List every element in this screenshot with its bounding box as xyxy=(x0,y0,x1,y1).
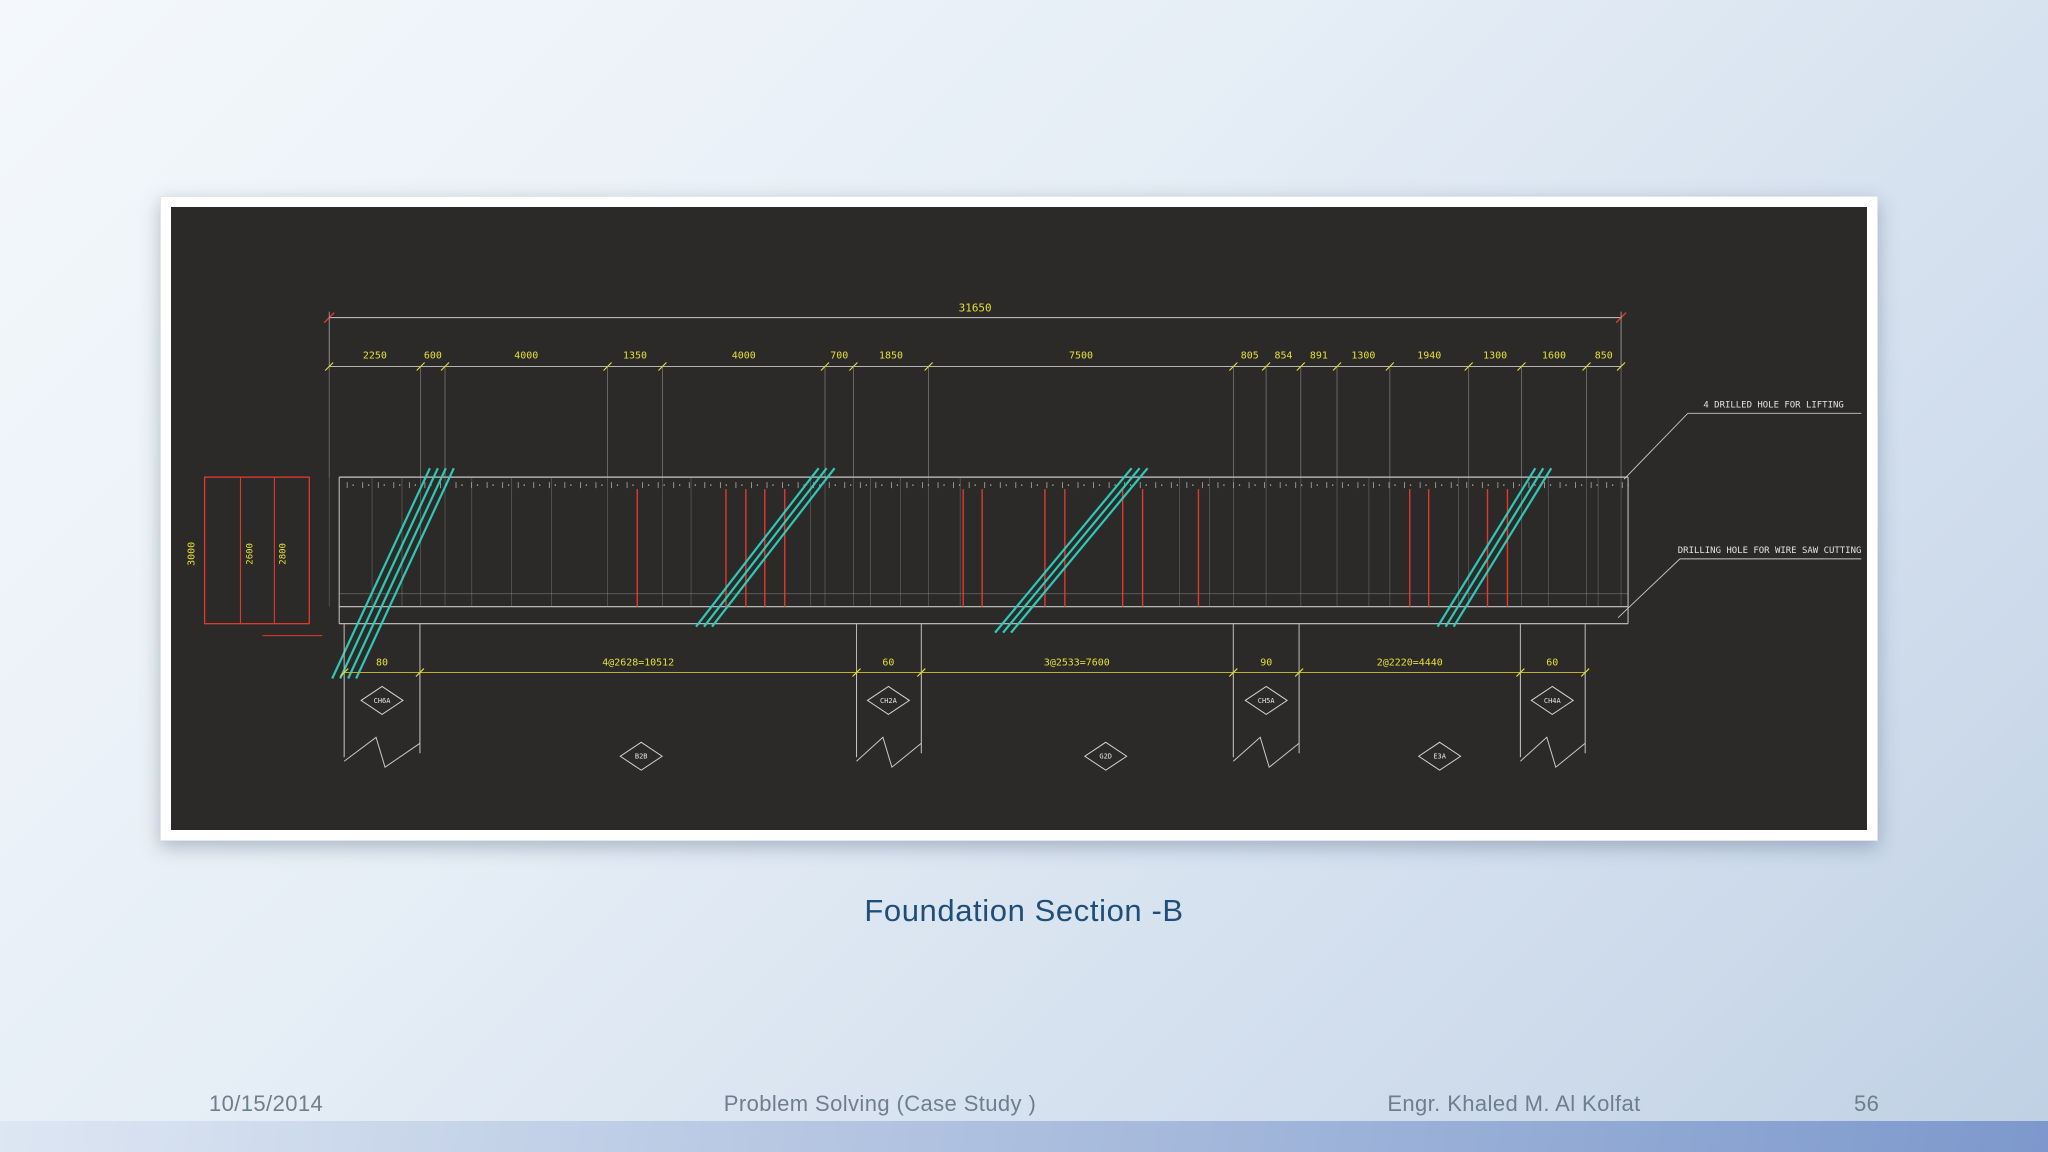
bottom-accent-band xyxy=(0,1121,2048,1152)
hatch-line xyxy=(711,467,836,628)
reference-diamond: CH2A xyxy=(866,685,911,715)
slide-caption: Foundation Section -B xyxy=(864,893,1184,928)
dim-label: 700 xyxy=(830,351,848,362)
reference-diamond: E3A xyxy=(1417,741,1462,771)
dim-tick xyxy=(1294,668,1304,677)
dim-tick xyxy=(415,668,425,677)
dim-label: 850 xyxy=(1595,351,1613,362)
leader-line xyxy=(1617,558,1681,619)
footer-date: 10/15/2014 xyxy=(209,1091,324,1116)
dim-label: 854 xyxy=(1274,351,1292,362)
diamond-label: CH4A xyxy=(1544,697,1562,705)
dim-tick xyxy=(1228,668,1238,677)
bottom-dim-label: 60 xyxy=(1546,658,1558,669)
diamond-label: CH5A xyxy=(1258,697,1276,705)
dim-label: 891 xyxy=(1310,351,1328,362)
break-symbol xyxy=(1232,736,1300,769)
hatch-line xyxy=(1436,467,1537,628)
hatch-line xyxy=(1444,467,1545,628)
reference-diamond: CH4A xyxy=(1530,685,1575,715)
supports xyxy=(343,623,1586,769)
hatch-line xyxy=(1010,467,1149,634)
bottom-dim-label: 90 xyxy=(1260,658,1272,669)
dim-tick xyxy=(1515,668,1525,677)
dim-label: 1850 xyxy=(879,351,903,362)
diamond-label: B2B xyxy=(635,753,648,761)
left-dim-label: 2600 xyxy=(245,543,255,565)
dim-label: 805 xyxy=(1241,351,1259,362)
dim-label: 4000 xyxy=(514,351,538,362)
hatch-line xyxy=(695,467,820,628)
dim-label: 1940 xyxy=(1417,351,1441,362)
leader-notes: 4 DRILLED HOLE FOR LIFTING DRILLING HOLE … xyxy=(1617,400,1862,619)
red-detail-box xyxy=(203,476,310,625)
bottom-dim-label: 4@2628=10512 xyxy=(602,658,674,669)
dim-label: 1600 xyxy=(1542,351,1566,362)
reference-diamond: B2B xyxy=(619,741,664,771)
foundation-section-drawing: 31650 2250 600 4000 1350 4000 700 1850 7500 805 85… xyxy=(187,302,1862,771)
bottom-dim-label: 80 xyxy=(376,658,388,669)
dim-tick xyxy=(1580,668,1590,677)
dim-label: 1350 xyxy=(623,351,647,362)
drawing-frame: 31650 2250 600 4000 1350 4000 700 1850 7500 805 85… xyxy=(160,196,1878,841)
left-red-detail: 3000 2600 2800 xyxy=(187,476,323,637)
total-dimension-label: 31650 xyxy=(959,302,992,315)
bottom-dim-label: 60 xyxy=(882,658,894,669)
break-symbol xyxy=(1520,736,1586,769)
dim-label: 2250 xyxy=(363,351,387,362)
diamond-label: G2D xyxy=(1099,753,1112,761)
hatch-line xyxy=(1002,467,1141,634)
diamond-label: CH2A xyxy=(880,697,898,705)
dim-tick xyxy=(916,668,926,677)
bottom-dim-label: 3@2533=7600 xyxy=(1044,658,1110,669)
footer-title: Problem Solving (Case Study ) xyxy=(723,1091,1037,1116)
break-symbol xyxy=(343,736,421,768)
dim-label: 1300 xyxy=(1483,351,1507,362)
dim-label: 1300 xyxy=(1351,351,1375,362)
diamond-label: E3A xyxy=(1433,753,1446,761)
hatch-line xyxy=(703,467,828,628)
dim-label: 7500 xyxy=(1069,351,1093,362)
bottom-dim-label: 2@2220=4440 xyxy=(1377,658,1443,669)
dimension-row: 2250 600 4000 1350 4000 700 1850 7500 805 854 891 1… xyxy=(324,351,1626,478)
break-symbol xyxy=(856,736,922,769)
reference-diamond: G2D xyxy=(1083,741,1128,771)
hatch-line xyxy=(1452,467,1553,628)
dim-label: 4000 xyxy=(732,351,756,362)
note-lifting-holes: 4 DRILLED HOLE FOR LIFTING xyxy=(1703,400,1843,410)
beam-elevation xyxy=(328,476,1629,625)
total-dimension-line: 31650 xyxy=(323,302,1627,367)
note-wire-saw-cutting: DRILLING HOLE FOR WIRE SAW CUTTING xyxy=(1678,546,1862,556)
reference-diamond: CH5A xyxy=(1244,685,1289,715)
dim-tick xyxy=(339,668,349,677)
diamond-label: CH6A xyxy=(374,697,392,705)
cad-panel: 31650 2250 600 4000 1350 4000 700 1850 7500 805 85… xyxy=(171,207,1867,830)
hatch-line xyxy=(331,467,431,679)
left-dim-label: 3000 xyxy=(187,542,198,566)
dim-label: 600 xyxy=(424,351,442,362)
reference-diamond: CH6A xyxy=(360,685,404,715)
footer-author: Engr. Khaled M. Al Kolfat xyxy=(1387,1091,1641,1116)
hatch-line xyxy=(347,467,447,679)
bottom-dimensions: 80 4@2628=10512 60 3@2533=7600 90 2@2220=4440… xyxy=(339,623,1590,677)
leader-line xyxy=(1623,413,1689,480)
left-dim-label: 2800 xyxy=(278,543,288,565)
hatch-line xyxy=(339,467,439,679)
hatch-line xyxy=(994,467,1133,634)
dim-tick xyxy=(852,668,861,677)
hatch-bands xyxy=(331,467,1553,679)
footer-page-number: 56 xyxy=(1854,1091,1880,1116)
hatch-line xyxy=(355,467,455,679)
